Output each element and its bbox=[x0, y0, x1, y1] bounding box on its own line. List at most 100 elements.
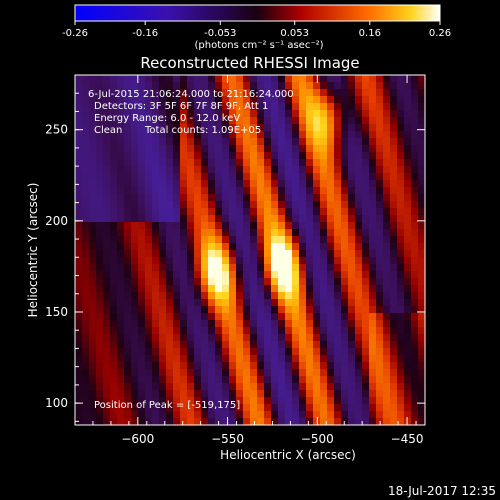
heatmap-cell bbox=[89, 222, 97, 230]
heatmap-cell bbox=[334, 75, 342, 83]
heatmap-cell bbox=[348, 383, 356, 391]
heatmap-cell bbox=[404, 180, 412, 188]
heatmap-cell bbox=[306, 306, 314, 314]
heatmap-cell bbox=[208, 383, 216, 391]
heatmap-cell bbox=[89, 362, 97, 370]
heatmap-cell bbox=[390, 75, 398, 83]
heatmap-cell bbox=[145, 292, 153, 300]
heatmap-cell bbox=[278, 187, 286, 195]
heatmap-cell bbox=[208, 82, 216, 90]
heatmap-cell bbox=[250, 243, 258, 251]
heatmap-cell bbox=[369, 327, 377, 335]
heatmap-cell bbox=[103, 117, 111, 125]
heatmap-cell bbox=[236, 180, 244, 188]
heatmap-cell bbox=[187, 145, 195, 153]
heatmap-cell bbox=[124, 110, 132, 118]
heatmap-cell bbox=[320, 243, 328, 251]
heatmap-cell bbox=[404, 376, 412, 384]
heatmap-cell bbox=[334, 96, 342, 104]
heatmap-cell bbox=[243, 222, 251, 230]
heatmap-cell bbox=[292, 166, 300, 174]
heatmap-cell bbox=[299, 194, 307, 202]
heatmap-cell bbox=[194, 236, 202, 244]
heatmap-cell bbox=[82, 390, 90, 398]
heatmap-cell bbox=[411, 341, 419, 349]
heatmap-cell bbox=[306, 89, 314, 97]
heatmap-cell bbox=[208, 124, 216, 132]
heatmap-cell bbox=[334, 124, 342, 132]
heatmap-cell bbox=[236, 103, 244, 111]
heatmap-cell bbox=[152, 215, 160, 223]
heatmap-cell bbox=[117, 404, 125, 412]
heatmap-cell bbox=[201, 222, 209, 230]
heatmap-cell bbox=[285, 96, 293, 104]
heatmap-cell bbox=[418, 299, 425, 307]
heatmap-cell bbox=[285, 292, 293, 300]
heatmap-cell bbox=[124, 208, 132, 216]
heatmap-cell bbox=[194, 145, 202, 153]
heatmap-cell bbox=[96, 166, 104, 174]
heatmap-cell bbox=[411, 278, 419, 286]
heatmap-cell bbox=[159, 222, 167, 230]
heatmap-cell bbox=[271, 411, 279, 419]
heatmap-cell bbox=[180, 334, 188, 342]
heatmap-cell bbox=[285, 271, 293, 279]
heatmap-cell bbox=[306, 229, 314, 237]
heatmap-cell bbox=[159, 208, 167, 216]
heatmap-cell bbox=[159, 299, 167, 307]
heatmap-cell bbox=[250, 96, 258, 104]
heatmap-cell bbox=[138, 215, 146, 223]
heatmap-cell bbox=[250, 320, 258, 328]
heatmap-cell bbox=[348, 75, 356, 83]
heatmap-cell bbox=[369, 229, 377, 237]
heatmap-cell bbox=[250, 355, 258, 363]
heatmap-cell bbox=[278, 362, 286, 370]
heatmap-cell bbox=[145, 82, 153, 90]
heatmap-cell bbox=[215, 243, 223, 251]
heatmap-cell bbox=[159, 411, 167, 419]
heatmap-cell bbox=[271, 264, 279, 272]
heatmap-cell bbox=[89, 173, 97, 181]
heatmap-cell bbox=[124, 173, 132, 181]
heatmap-cell bbox=[82, 208, 90, 216]
heatmap-cell bbox=[159, 320, 167, 328]
heatmap-cell bbox=[89, 208, 97, 216]
heatmap-cell bbox=[376, 117, 384, 125]
heatmap-cell bbox=[187, 306, 195, 314]
heatmap-cell bbox=[362, 82, 370, 90]
heatmap-cell bbox=[215, 404, 223, 412]
heatmap-cell bbox=[404, 271, 412, 279]
heatmap-cell bbox=[159, 271, 167, 279]
heatmap-cell bbox=[166, 103, 174, 111]
y-axis-label: Heliocentric Y (arcsec) bbox=[26, 183, 40, 318]
heatmap-cell bbox=[418, 418, 425, 425]
heatmap-cell bbox=[236, 404, 244, 412]
heatmap-cell bbox=[173, 138, 181, 146]
heatmap-cell bbox=[187, 362, 195, 370]
heatmap-cell bbox=[383, 306, 391, 314]
heatmap-cell bbox=[152, 285, 160, 293]
heatmap-cell bbox=[376, 411, 384, 419]
heatmap-cell bbox=[180, 131, 188, 139]
heatmap-cell bbox=[292, 341, 300, 349]
heatmap-cell bbox=[299, 117, 307, 125]
heatmap-cell bbox=[327, 404, 335, 412]
heatmap-cell bbox=[166, 131, 174, 139]
heatmap-cell bbox=[166, 271, 174, 279]
heatmap-cell bbox=[145, 96, 153, 104]
heatmap-cell bbox=[229, 180, 237, 188]
heatmap-cell bbox=[180, 208, 188, 216]
heatmap-cell bbox=[257, 355, 265, 363]
heatmap-cell bbox=[173, 418, 181, 425]
heatmap-cell bbox=[271, 96, 279, 104]
heatmap-cell bbox=[103, 383, 111, 391]
heatmap-cell bbox=[89, 159, 97, 167]
heatmap-cell bbox=[397, 89, 405, 97]
heatmap-cell bbox=[138, 327, 146, 335]
heatmap-cell bbox=[285, 131, 293, 139]
heatmap-cell bbox=[390, 285, 398, 293]
heatmap-cell bbox=[418, 341, 425, 349]
heatmap-cell bbox=[103, 334, 111, 342]
heatmap-cell bbox=[208, 306, 216, 314]
heatmap-cell bbox=[397, 243, 405, 251]
